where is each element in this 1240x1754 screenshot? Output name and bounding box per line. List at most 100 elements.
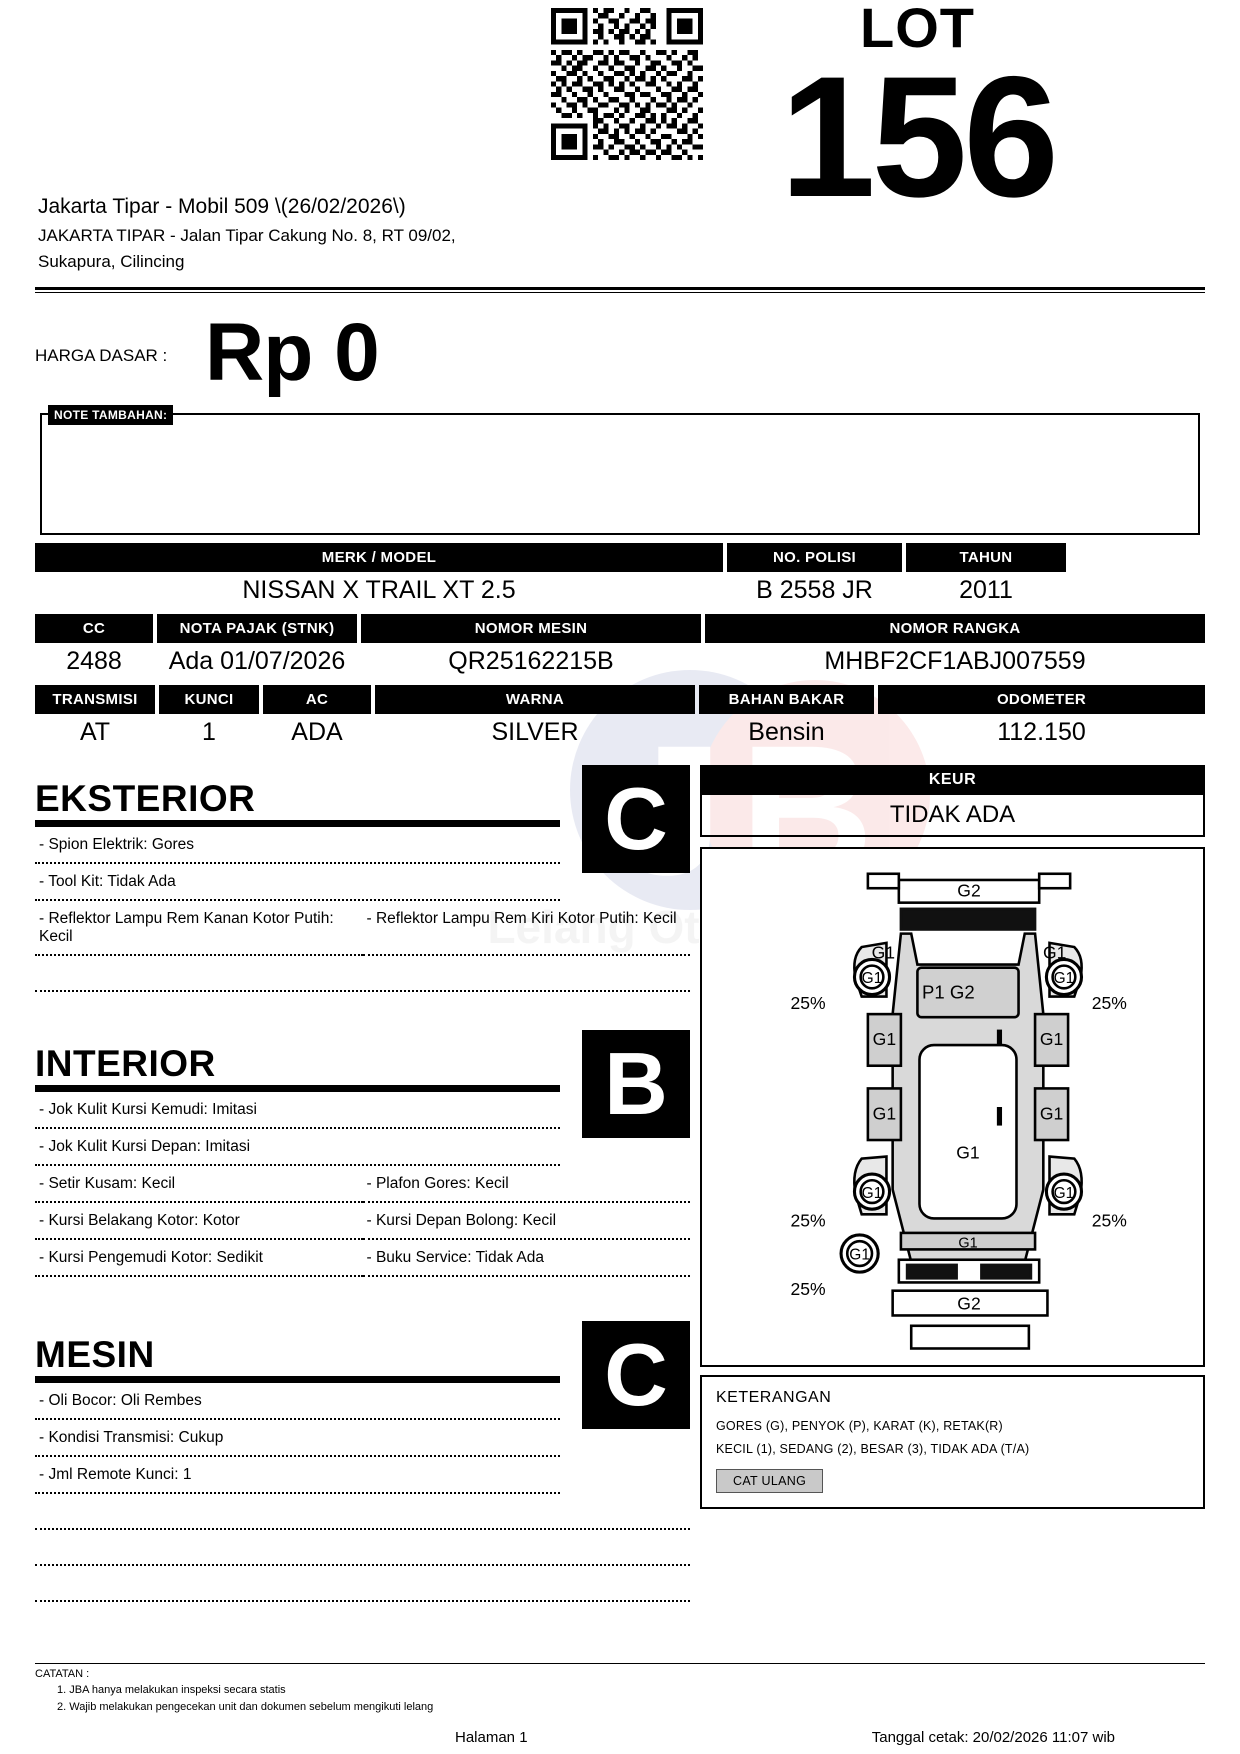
svg-text:G1: G1 (873, 1103, 896, 1123)
spec-header-warna: WARNA (375, 685, 695, 714)
legend-box: KETERANGAN GORES (G), PENYOK (P), KARAT … (700, 1375, 1205, 1509)
svg-text:25%: 25% (790, 993, 825, 1013)
legend-line-1: GORES (G), PENYOK (P), KARAT (K), RETAK(… (716, 1419, 1003, 1433)
interior-item-0: - Jok Kulit Kursi Kemudi: Imitasi (35, 1092, 560, 1129)
mesin-items: - Oli Bocor: Oli Rembes - Kondisi Transm… (35, 1383, 560, 1494)
vehicle-spec-table: MERK / MODEL NO. POLISI TAHUN NISSAN X T… (35, 543, 1205, 753)
base-price-label: HARGA DASAR : (35, 346, 168, 365)
mesin-item-0: - Oli Bocor: Oli Rembes (35, 1383, 560, 1420)
list-item: - Kondisi Transmisi: Cukup (35, 1420, 560, 1457)
document-header: LOT 156 Jakarta Tipar - Mobil 509 \(26/0… (35, 0, 1205, 285)
list-item (35, 1566, 690, 1602)
eksterior-item-0: - Spion Elektrik: Gores (35, 827, 560, 864)
interior-item-3b: - Kursi Depan Bolong: Kecil (362, 1203, 690, 1240)
list-item: - Setir Kusam: Kecil - Plafon Gores: Kec… (35, 1166, 690, 1203)
print-timestamp: Tanggal cetak: 20/02/2026 11:07 wib (871, 1729, 1115, 1746)
mesin-item-blank-2 (35, 1530, 690, 1566)
spec-header-nota-pajak: NOTA PAJAK (STNK) (157, 614, 357, 643)
spec-header-row-2: CC NOTA PAJAK (STNK) NOMOR MESIN NOMOR R… (35, 614, 1205, 643)
spec-value-nopol: B 2558 JR (756, 576, 873, 604)
base-price-value: Rp 0 (205, 307, 380, 398)
list-item (35, 956, 690, 992)
section-mesin: C MESIN - Oli Bocor: Oli Rembes - Kondis… (35, 1321, 690, 1602)
svg-text:G1: G1 (1040, 1103, 1063, 1123)
lot-number: 156 (780, 41, 1059, 233)
svg-text:G2: G2 (957, 1293, 980, 1313)
svg-text:G1: G1 (873, 1029, 896, 1049)
header-divider-thick (35, 287, 1205, 290)
interior-item-1: - Jok Kulit Kursi Depan: Imitasi (35, 1129, 560, 1166)
section-underline-eksterior (35, 820, 560, 827)
spec-value-nomor-rangka: MHBF2CF1ABJ007559 (824, 647, 1086, 675)
mesin-items-wide (35, 1494, 690, 1602)
wheel-markers: G1 G1 G1 G1 (839, 957, 1084, 1274)
svg-text:25%: 25% (790, 1279, 825, 1299)
svg-text:G1: G1 (862, 970, 883, 987)
list-item: - Jok Kulit Kursi Kemudi: Imitasi (35, 1092, 560, 1129)
section-underline-interior (35, 1085, 560, 1092)
list-item: - Reflektor Lampu Rem Kanan Kotor Putih:… (35, 901, 690, 956)
damage-diagram: G1 G1 G1 G1 (700, 847, 1205, 1367)
svg-text:G1: G1 (1054, 1185, 1075, 1202)
mesin-item-blank-1 (35, 1494, 690, 1530)
spec-header-transmisi: TRANSMISI (35, 685, 155, 714)
spec-header-nomor-mesin: NOMOR MESIN (361, 614, 701, 643)
venue-line-1: JAKARTA TIPAR - Jalan Tipar Cakung No. 8… (38, 226, 456, 245)
interior-item-3a: - Kursi Belakang Kotor: Kotor (35, 1203, 363, 1240)
keur-value: TIDAK ADA (700, 795, 1205, 837)
spec-value-row-1: NISSAN X TRAIL XT 2.5 B 2558 JR 2011 (35, 572, 1205, 611)
eksterior-item-blank (35, 956, 690, 992)
spec-value-odometer: 112.150 (997, 718, 1086, 746)
grade-interior: B (582, 1030, 690, 1138)
grade-eksterior: C (582, 765, 690, 873)
footer-divider (35, 1663, 1205, 1664)
interior-item-2a: - Setir Kusam: Kecil (35, 1166, 363, 1203)
spec-header-merk: MERK / MODEL (35, 543, 723, 572)
spec-value-transmisi: AT (79, 718, 111, 746)
spec-value-nomor-mesin: QR25162215B (448, 647, 614, 675)
spec-value-ac: ADA (291, 718, 343, 746)
svg-text:25%: 25% (1092, 993, 1127, 1013)
spec-header-kunci: KUNCI (159, 685, 259, 714)
spec-value-bahan-bakar: Bensin (748, 718, 825, 746)
mesin-item-2: - Jml Remote Kunci: 1 (35, 1457, 560, 1494)
section-title-eksterior: EKSTERIOR (35, 778, 256, 819)
svg-text:G1: G1 (862, 1185, 883, 1202)
spec-header-odometer: ODOMETER (878, 685, 1205, 714)
legend-title: KETERANGAN (716, 1389, 832, 1406)
svg-text:G1: G1 (956, 1143, 979, 1163)
list-item (35, 1494, 690, 1530)
interior-items: - Jok Kulit Kursi Kemudi: Imitasi - Jok … (35, 1092, 560, 1166)
spec-value-nota-pajak: Ada 01/07/2026 (168, 647, 346, 675)
eksterior-item-2b: - Reflektor Lampu Rem Kiri Kotor Putih: … (362, 901, 690, 956)
additional-note-box[interactable]: NOTE TAMBAHAN: (40, 405, 1200, 535)
legend-line-2: KECIL (1), SEDANG (2), BESAR (3), TIDAK … (716, 1442, 1030, 1456)
spec-value-tahun: 2011 (959, 576, 1013, 604)
qr-code-icon (551, 8, 703, 160)
grade-mesin: C (582, 1321, 690, 1429)
svg-text:G2: G2 (957, 880, 980, 900)
interior-item-4b: - Buku Service: Tidak Ada (362, 1240, 690, 1277)
list-item: - Jok Kulit Kursi Depan: Imitasi (35, 1129, 560, 1166)
svg-text:G1: G1 (1043, 942, 1066, 962)
additional-note-label: NOTE TAMBAHAN: (48, 405, 174, 425)
spec-header-cc: CC (35, 614, 153, 643)
catatan-item-1: 1. JBA hanya melakukan inspeksi secara s… (57, 1684, 286, 1696)
list-item: - Jml Remote Kunci: 1 (35, 1457, 560, 1494)
car-damage-svg: G1 G1 G1 G1 (790, 872, 1127, 1350)
header-divider-thin (35, 292, 1205, 293)
list-item: - Spion Elektrik: Gores (35, 827, 560, 864)
spec-header-row-1: MERK / MODEL NO. POLISI TAHUN (35, 543, 1205, 572)
spec-value-merk: NISSAN X TRAIL XT 2.5 (242, 576, 516, 604)
auction-location-block: Jakarta Tipar - Mobil 509 \(26/02/2026\)… (38, 195, 456, 274)
lot-word: LOT (860, 0, 975, 59)
lot-block: LOT 156 (780, 0, 1059, 233)
keur-header: KEUR (700, 765, 1205, 795)
spec-header-tahun: TAHUN (906, 543, 1066, 572)
list-item: - Tool Kit: Tidak Ada (35, 864, 560, 901)
cat-ulang-badge: CAT ULANG (716, 1469, 824, 1493)
mesin-item-blank-3 (35, 1566, 690, 1602)
page-number: Halaman 1 (455, 1729, 528, 1746)
spec-header-bahan-bakar: BAHAN BAKAR (699, 685, 874, 714)
section-title-mesin: MESIN (35, 1334, 155, 1375)
